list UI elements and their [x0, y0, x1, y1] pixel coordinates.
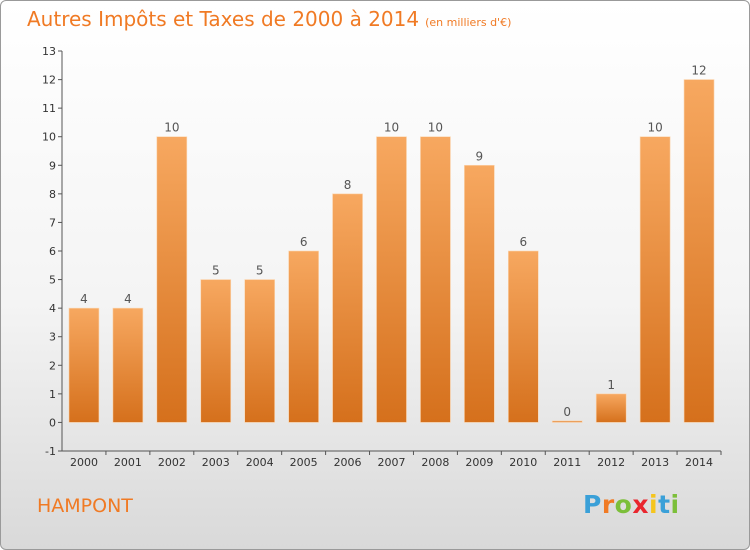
x-tick-label: 2008 [421, 456, 449, 469]
value-label: 10 [164, 121, 179, 135]
bar [595, 393, 627, 423]
x-tick-label: 2006 [334, 456, 362, 469]
value-label: 0 [563, 405, 571, 419]
logo-letter: i [649, 490, 659, 519]
y-tick-label: 9 [49, 159, 56, 172]
x-tick-label: 2012 [597, 456, 625, 469]
logo-letter: P [583, 490, 602, 519]
value-label: 9 [476, 149, 484, 163]
title-text: Autres Impôts et Taxes de 2000 à 2014 [27, 7, 420, 31]
value-label: 1 [607, 378, 615, 392]
x-tick-label: 2000 [70, 456, 98, 469]
value-label: 5 [256, 264, 264, 278]
y-tick-label: 3 [49, 331, 56, 344]
bar [288, 250, 319, 423]
bar [507, 250, 539, 423]
chart-subtitle: (en milliers d'€) [425, 16, 512, 29]
y-tick-label: 5 [49, 274, 56, 287]
x-tick-label: 2005 [290, 456, 318, 469]
y-tick-label: 8 [49, 188, 56, 201]
y-tick-label: 13 [42, 45, 56, 58]
logo-letter: o [614, 490, 633, 519]
chart-title: Autres Impôts et Taxes de 2000 à 2014 (en… [27, 7, 511, 31]
x-tick-label: 2010 [509, 456, 537, 469]
town-name: HAMPONT [37, 495, 133, 517]
bar [551, 420, 583, 423]
x-tick-label: 2002 [158, 456, 186, 469]
y-tick-label: 12 [42, 74, 56, 87]
bar [420, 136, 451, 423]
value-label: 6 [300, 235, 308, 249]
y-tick-label: 11 [42, 102, 56, 115]
x-tick-label: 2011 [553, 456, 581, 469]
y-tick-label: 4 [49, 302, 56, 315]
bar [332, 193, 363, 423]
y-tick-label: 7 [49, 216, 56, 229]
bar [464, 164, 495, 423]
value-label: 10 [384, 121, 399, 135]
bar [68, 307, 100, 423]
logo-letter: t [658, 490, 671, 519]
bar [156, 136, 188, 423]
y-tick-label: 2 [49, 359, 56, 372]
value-label: 12 [691, 64, 706, 78]
proxiti-logo: Proxiti [583, 490, 680, 519]
logo-letter: i [670, 490, 680, 519]
value-label: 5 [212, 264, 220, 278]
bar [112, 307, 144, 423]
value-label: 4 [80, 292, 88, 306]
bar [200, 279, 232, 423]
logo-letter: x [632, 490, 649, 519]
x-tick-label: 2003 [202, 456, 230, 469]
bar [244, 279, 275, 423]
y-tick-label: -1 [45, 445, 56, 458]
value-label: 10 [428, 121, 443, 135]
value-label: 4 [124, 292, 132, 306]
y-tick-label: 1 [49, 388, 56, 401]
value-label: 10 [647, 121, 662, 135]
bar [683, 79, 715, 423]
x-tick-label: 2014 [685, 456, 713, 469]
x-tick-label: 2009 [465, 456, 493, 469]
x-tick-label: 2004 [246, 456, 274, 469]
x-tick-label: 2007 [378, 456, 406, 469]
value-label: 6 [519, 235, 527, 249]
y-tick-label: 6 [49, 245, 56, 258]
bar [376, 136, 407, 423]
logo-letter: r [601, 490, 615, 519]
x-tick-label: 2013 [641, 456, 669, 469]
x-tick-label: 2001 [114, 456, 142, 469]
value-label: 8 [344, 178, 352, 192]
y-tick-label: 10 [42, 131, 56, 144]
bar [639, 136, 671, 423]
y-tick-label: 0 [49, 416, 56, 429]
